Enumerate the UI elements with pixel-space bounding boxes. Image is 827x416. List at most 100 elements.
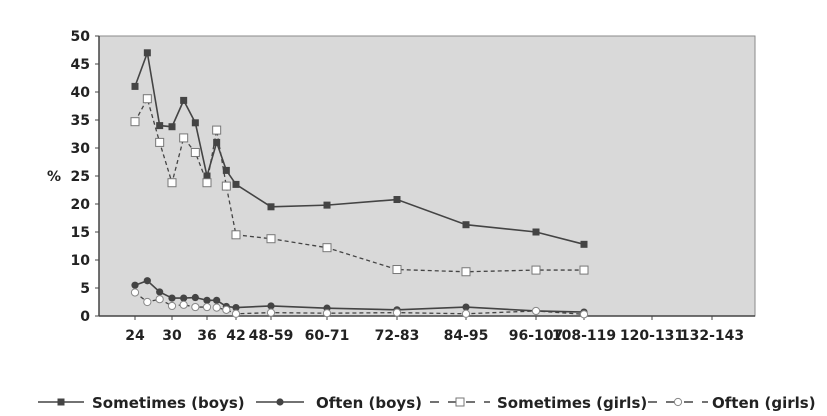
data-point bbox=[393, 196, 401, 204]
x-tick-label: 24 bbox=[125, 328, 145, 344]
data-point bbox=[131, 82, 139, 90]
data-point bbox=[267, 203, 275, 211]
data-point bbox=[168, 294, 176, 302]
data-point bbox=[266, 234, 276, 244]
x-tick-label: 48-59 bbox=[249, 328, 294, 344]
x-tick-label: 42 bbox=[226, 328, 245, 344]
data-point bbox=[579, 310, 589, 319]
data-point bbox=[191, 302, 200, 312]
data-point bbox=[392, 265, 402, 275]
series-3 bbox=[130, 94, 589, 277]
data-point bbox=[531, 306, 541, 316]
data-point bbox=[461, 267, 471, 277]
series-1 bbox=[131, 49, 588, 248]
data-point bbox=[462, 303, 470, 311]
data-point bbox=[266, 308, 276, 317]
x-tick-label: 132-143 bbox=[680, 328, 744, 344]
data-point bbox=[180, 294, 188, 302]
data-point bbox=[202, 302, 212, 312]
data-point bbox=[130, 117, 140, 127]
y-axis-label: % bbox=[47, 169, 61, 185]
data-point bbox=[213, 138, 221, 146]
data-point bbox=[231, 309, 241, 318]
data-point bbox=[130, 288, 140, 297]
data-point bbox=[143, 297, 152, 307]
legend-marker bbox=[455, 397, 465, 407]
x-tick-label: 120-131 bbox=[620, 328, 684, 344]
y-tick-label: 0 bbox=[80, 309, 90, 325]
data-point bbox=[462, 221, 470, 229]
y-tick-label: 30 bbox=[71, 141, 91, 157]
series-line bbox=[134, 279, 585, 313]
data-point bbox=[392, 308, 402, 317]
series-line bbox=[134, 96, 584, 273]
data-point bbox=[179, 133, 189, 143]
series-4 bbox=[130, 288, 589, 319]
data-point bbox=[168, 123, 176, 131]
data-point bbox=[322, 309, 332, 318]
data-point bbox=[156, 122, 164, 130]
plot-area bbox=[98, 35, 756, 317]
data-point bbox=[190, 147, 200, 157]
legend-marker bbox=[276, 398, 284, 406]
data-point bbox=[532, 228, 540, 236]
legend: Sometimes (boys) Often (boys) Sometimes (g… bbox=[38, 394, 816, 412]
legend-marker bbox=[673, 397, 683, 407]
series-line bbox=[134, 49, 585, 246]
y-tick-label: 10 bbox=[71, 253, 91, 269]
data-point bbox=[142, 94, 152, 104]
data-point bbox=[579, 265, 589, 275]
data-point bbox=[155, 137, 165, 147]
data-point bbox=[202, 178, 212, 188]
y-tick-label: 15 bbox=[71, 225, 90, 241]
x-tick-label: 36 bbox=[197, 328, 216, 344]
data-point bbox=[231, 230, 241, 240]
data-point bbox=[580, 240, 588, 248]
x-tick-label: 72-83 bbox=[375, 328, 420, 344]
data-point bbox=[203, 172, 211, 180]
legend-label: Sometimes (boys) bbox=[92, 394, 245, 412]
data-point bbox=[143, 277, 151, 285]
y-tick-label: 5 bbox=[80, 281, 90, 297]
data-point bbox=[155, 295, 164, 304]
y-tick-label: 40 bbox=[71, 85, 91, 101]
y-tick-label: 45 bbox=[71, 57, 90, 73]
data-point bbox=[191, 119, 199, 127]
legend-marker bbox=[57, 398, 65, 406]
data-point bbox=[222, 166, 230, 174]
x-tick-label: 30 bbox=[162, 328, 182, 344]
x-tick-label: 84-95 bbox=[444, 328, 489, 344]
y-tick-label: 35 bbox=[71, 113, 90, 129]
data-point bbox=[267, 302, 275, 310]
data-point bbox=[167, 178, 177, 188]
data-point bbox=[212, 303, 221, 312]
data-point bbox=[323, 201, 331, 209]
data-point bbox=[203, 296, 211, 304]
x-tick-label: 108-119 bbox=[552, 328, 616, 344]
data-point bbox=[143, 49, 151, 57]
data-point bbox=[131, 281, 139, 289]
x-tick-label: 96-107 bbox=[509, 328, 564, 344]
data-point bbox=[232, 180, 240, 188]
data-point bbox=[221, 181, 231, 191]
data-point bbox=[322, 243, 332, 253]
data-point bbox=[222, 305, 231, 314]
legend-label: Sometimes (girls) bbox=[497, 394, 647, 412]
series-line bbox=[134, 291, 585, 315]
legend-label: Often (boys) bbox=[316, 394, 422, 412]
data-point bbox=[180, 96, 188, 104]
legend-label: Often (girls) bbox=[712, 394, 816, 412]
x-tick-label: 60-71 bbox=[305, 328, 350, 344]
data-point bbox=[212, 125, 222, 135]
data-point bbox=[531, 265, 541, 275]
data-point bbox=[461, 309, 471, 318]
y-tick-label: 20 bbox=[71, 197, 91, 213]
data-point bbox=[191, 293, 199, 302]
data-point bbox=[156, 288, 164, 296]
data-point bbox=[179, 300, 188, 309]
data-point bbox=[213, 296, 221, 304]
data-point bbox=[232, 304, 240, 312]
y-tick-label: 50 bbox=[71, 29, 91, 45]
y-tick-label: 25 bbox=[71, 169, 90, 185]
